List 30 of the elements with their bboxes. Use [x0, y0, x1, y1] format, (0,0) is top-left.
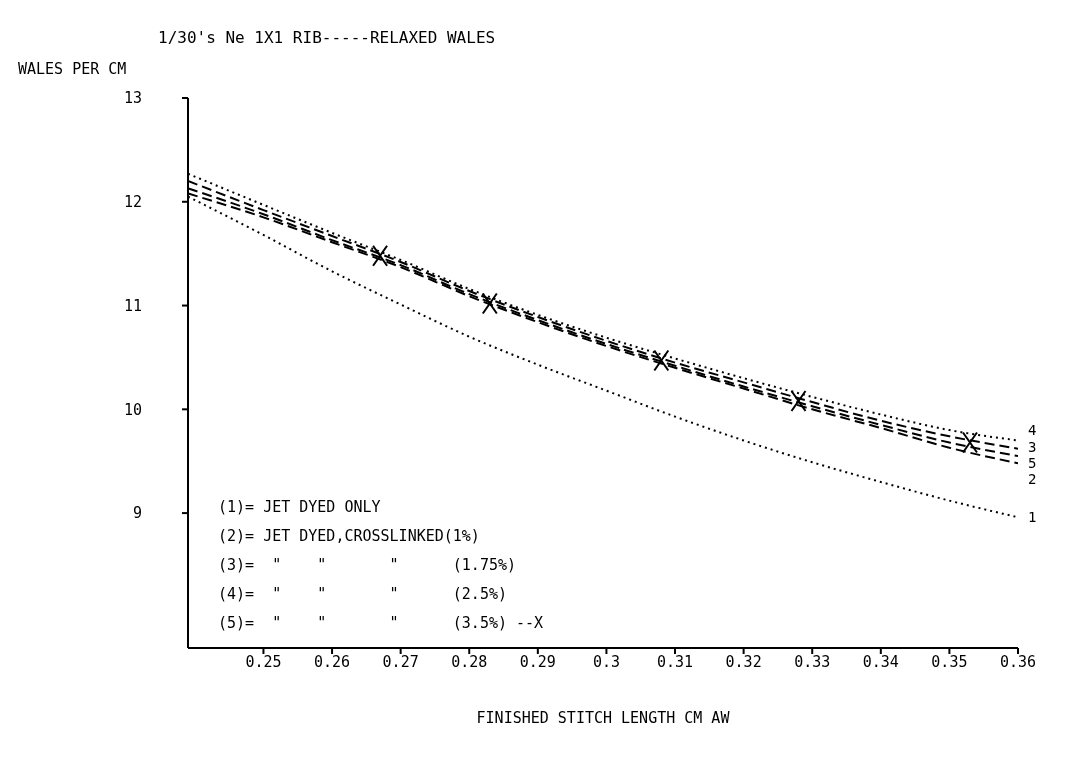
x-tick-label: 0.34 — [862, 652, 899, 671]
y-axis-title: WALES PER CM — [18, 60, 127, 78]
y-tick-label: 10 — [123, 400, 142, 419]
x-tick-label: 0.26 — [313, 652, 351, 671]
x-tick-label: 0.28 — [451, 652, 488, 671]
x-tick-label: 0.36 — [999, 652, 1037, 671]
series-label: 5 — [1028, 455, 1037, 472]
x-tick-label: 0.27 — [382, 652, 419, 671]
annotation: (3)= " " " (1.75%) — [218, 555, 517, 576]
x-tick-label: 0.33 — [794, 652, 831, 671]
y-tick-label: 12 — [123, 193, 142, 212]
x-tick-label: 0.32 — [725, 652, 762, 671]
x-tick-label: 0.25 — [245, 652, 282, 671]
y-tick-label: 9 — [132, 504, 142, 523]
y-tick-label: 13 — [123, 89, 142, 108]
series-label: 4 — [1028, 422, 1037, 439]
annotation: (5)= " " " (3.5%) --X — [218, 613, 544, 634]
annotation: (1)= JET DYED ONLY — [218, 497, 382, 518]
annotation: (4)= " " " (2.5%) — [218, 584, 508, 605]
x-tick-label: 0.31 — [656, 652, 694, 671]
x-tick-label: 0.29 — [519, 652, 556, 671]
chart-title: 1/30's Ne 1X1 RIB-----RELAXED WALES — [158, 28, 496, 47]
series-label: 2 — [1028, 471, 1037, 488]
annotation: (2)= JET DYED,CROSSLINKED(1%) — [218, 526, 481, 547]
x-axis-title: FINISHED STITCH LENGTH CM AW — [476, 709, 731, 727]
y-tick-label: 11 — [123, 296, 142, 315]
x-tick-label: 0.35 — [931, 652, 968, 671]
series-label: 1 — [1028, 509, 1037, 526]
series-label: 3 — [1028, 438, 1037, 455]
x-tick-label: 0.3 — [592, 652, 620, 671]
